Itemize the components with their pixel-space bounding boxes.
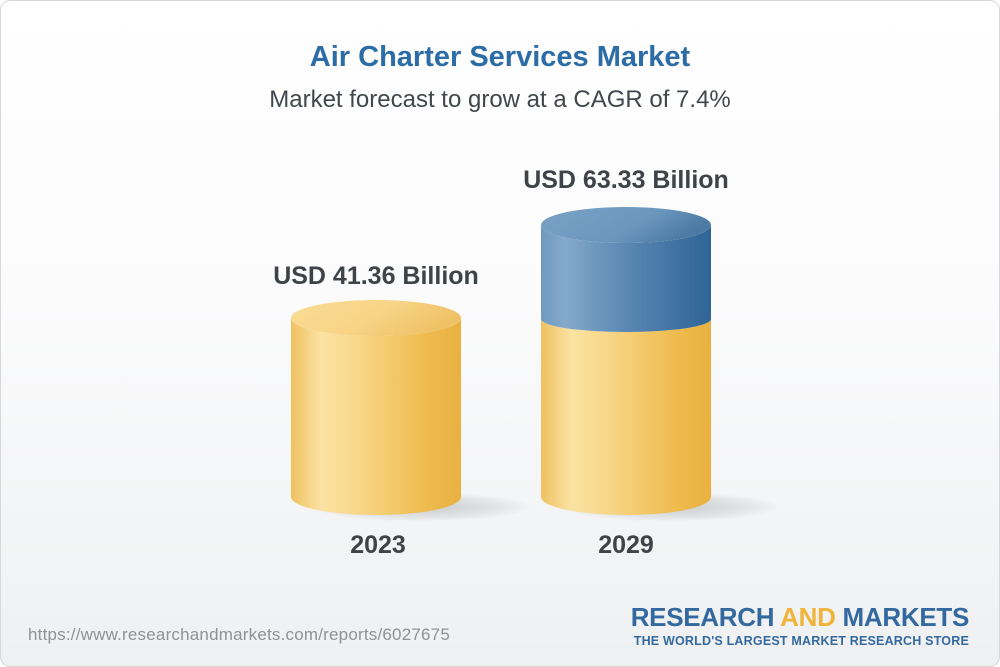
bar-2029-base-segment xyxy=(541,319,711,515)
chart-subtitle: Market forecast to grow at a CAGR of 7.4… xyxy=(269,86,731,113)
chart-title: Air Charter Services Market xyxy=(309,41,691,73)
logo-tagline: THE WORLD'S LARGEST MARKET RESEARCH STOR… xyxy=(633,634,969,648)
logo-word-and: AND xyxy=(780,602,836,632)
value-label-2029: USD 63.33 Billion xyxy=(523,166,729,194)
research-and-markets-logo: RESEARCH AND MARKETS THE WORLD'S LARGEST… xyxy=(630,602,970,648)
category-label-2023: 2023 xyxy=(350,531,406,559)
bar-2029-growth-segment xyxy=(541,207,711,332)
report-url: https://www.researchandmarkets.com/repor… xyxy=(28,625,450,644)
logo-wordmark: RESEARCH AND MARKETS xyxy=(630,602,970,632)
bar-2023-cylinder xyxy=(291,300,461,515)
logo-word-markets: MARKETS xyxy=(842,602,970,632)
value-label-2023: USD 41.36 Billion xyxy=(273,262,479,290)
logo-word-research: RESEARCH xyxy=(630,602,775,632)
category-label-2029: 2029 xyxy=(598,531,654,559)
